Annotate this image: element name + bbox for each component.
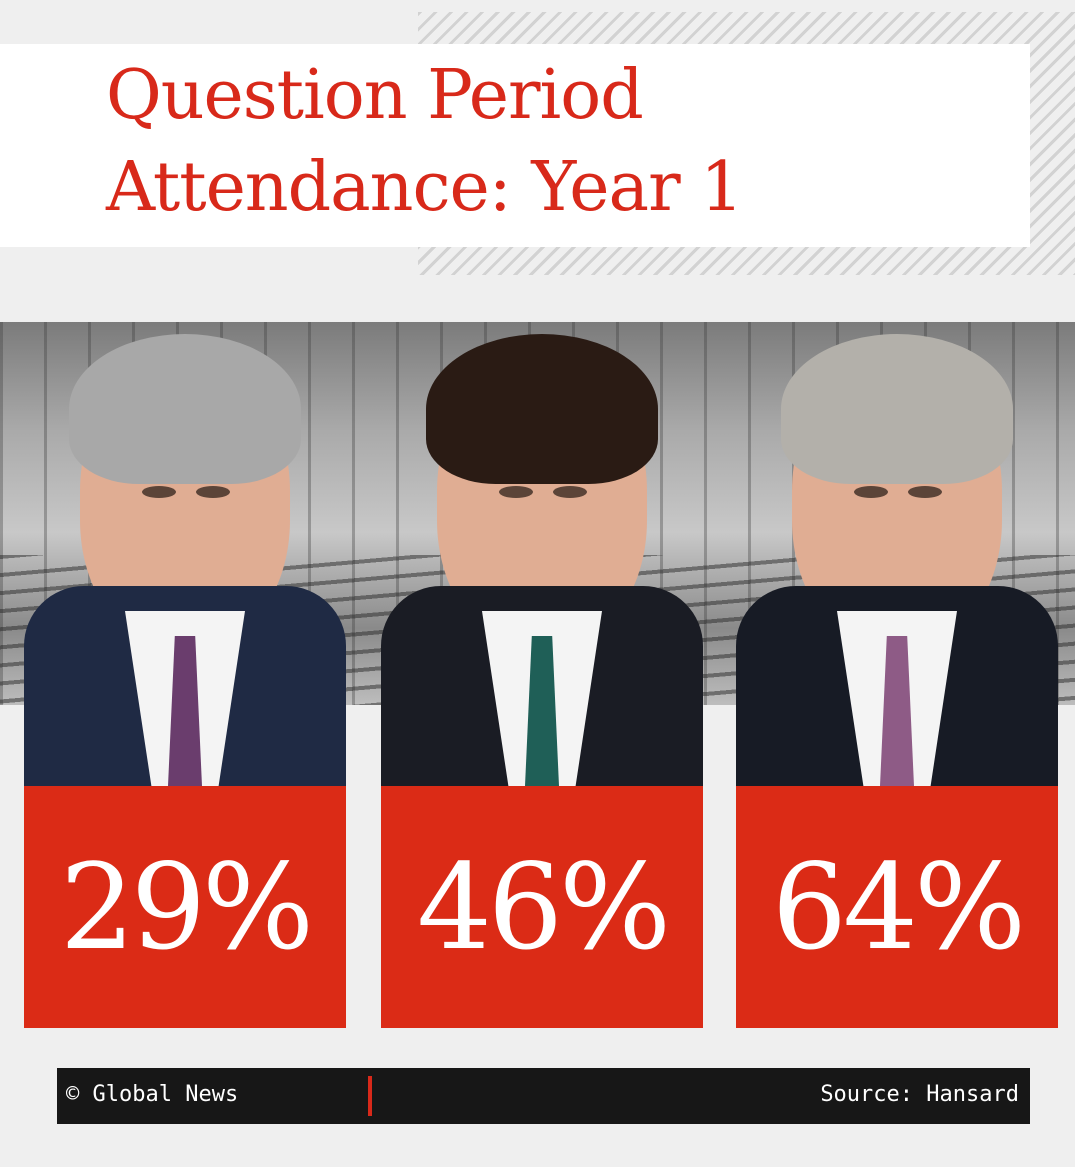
eye <box>854 486 888 498</box>
footer-bar: © Global News Source: Hansard <box>57 1068 1030 1124</box>
attendance-panel-2: 46% <box>381 786 703 1028</box>
page-title: Question Period Attendance: Year 1 <box>106 50 743 234</box>
title-line-1: Question Period <box>106 56 644 135</box>
hair <box>781 334 1013 484</box>
title-box <box>0 44 1030 247</box>
footer-divider <box>368 1076 372 1116</box>
attendance-panel-1: 29% <box>24 786 346 1028</box>
eye <box>499 486 533 498</box>
attendance-panel-3: 64% <box>736 786 1058 1028</box>
attendance-percent-3: 64% <box>771 838 1026 976</box>
hair <box>426 334 658 484</box>
eye <box>196 486 230 498</box>
leader-photo-3 <box>736 300 1058 786</box>
eye <box>142 486 176 498</box>
tie <box>168 636 202 786</box>
eye <box>553 486 587 498</box>
source-label: Source: Hansard <box>820 1082 1019 1107</box>
eye <box>908 486 942 498</box>
leader-photo-2 <box>381 300 703 786</box>
tie <box>880 636 914 786</box>
credit-label: © Global News <box>66 1082 239 1107</box>
attendance-percent-2: 46% <box>416 838 671 976</box>
hair <box>69 334 301 484</box>
title-line-2: Attendance: Year 1 <box>106 148 743 227</box>
attendance-percent-1: 29% <box>59 838 314 976</box>
leader-photo-1 <box>24 300 346 786</box>
tie <box>525 636 559 786</box>
